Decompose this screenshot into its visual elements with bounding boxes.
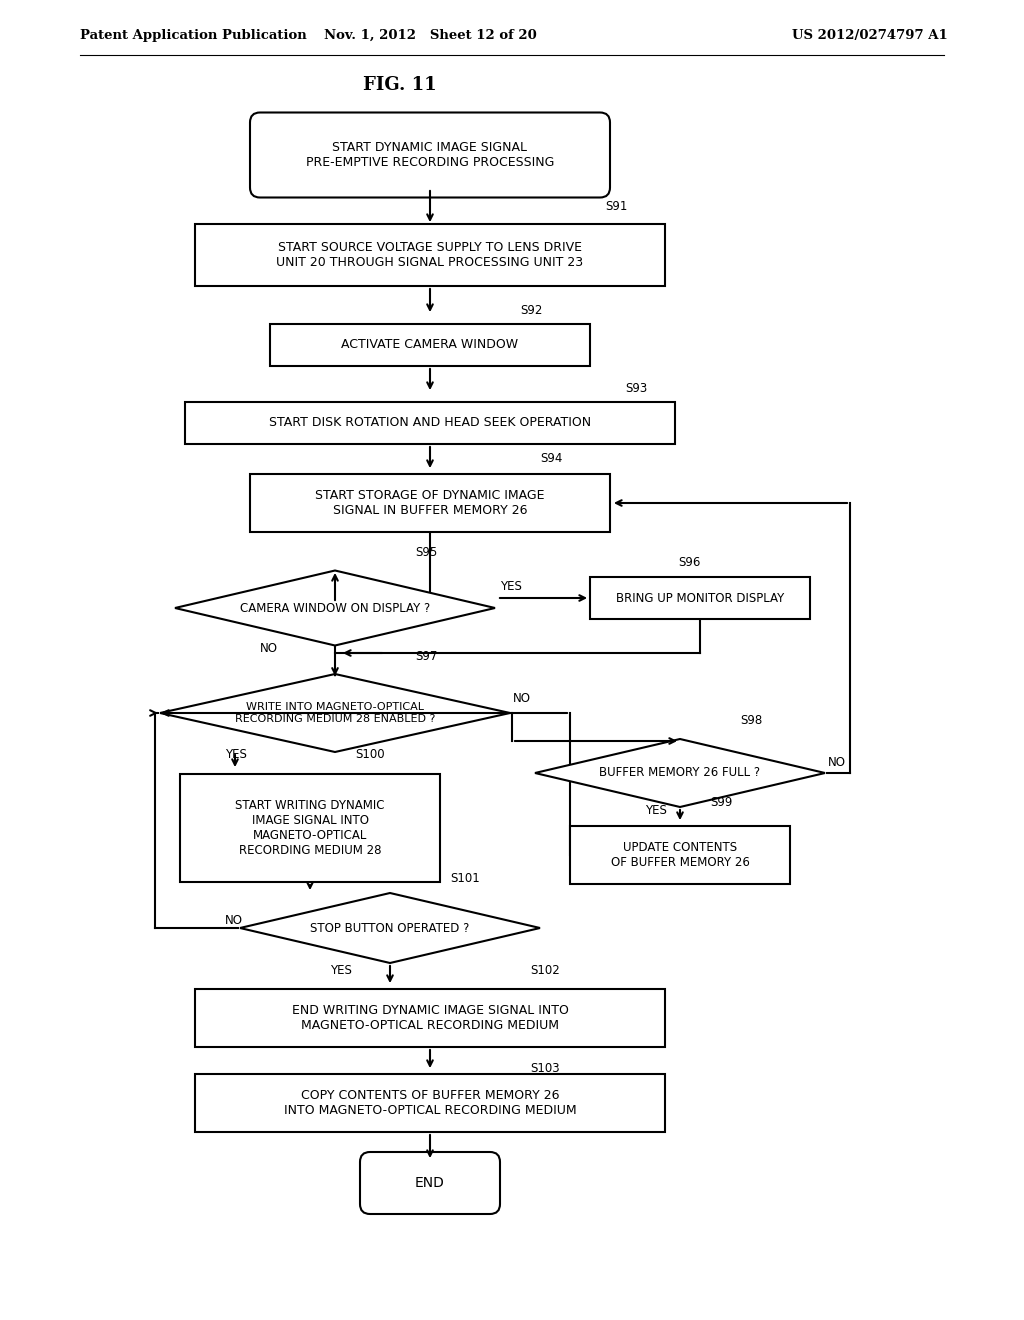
Text: WRITE INTO MAGNETO-OPTICAL
RECORDING MEDIUM 28 ENABLED ?: WRITE INTO MAGNETO-OPTICAL RECORDING MED… [234, 702, 435, 723]
Text: Nov. 1, 2012   Sheet 12 of 20: Nov. 1, 2012 Sheet 12 of 20 [324, 29, 537, 41]
Text: S94: S94 [540, 451, 562, 465]
Text: S93: S93 [625, 381, 647, 395]
Text: CAMERA WINDOW ON DISPLAY ?: CAMERA WINDOW ON DISPLAY ? [240, 602, 430, 615]
Text: S97: S97 [415, 649, 437, 663]
Bar [195, 224, 665, 286]
Text: ACTIVATE CAMERA WINDOW: ACTIVATE CAMERA WINDOW [341, 338, 518, 351]
Text: S95: S95 [415, 546, 437, 560]
Bar [270, 323, 590, 366]
Text: NO: NO [513, 692, 531, 705]
Text: S99: S99 [710, 796, 732, 809]
Text: START DISK ROTATION AND HEAD SEEK OPERATION: START DISK ROTATION AND HEAD SEEK OPERAT… [269, 417, 591, 429]
Text: NO: NO [828, 756, 846, 770]
Text: S91: S91 [605, 201, 628, 214]
Text: STOP BUTTON OPERATED ?: STOP BUTTON OPERATED ? [310, 921, 470, 935]
Bar [180, 774, 440, 882]
Text: Patent Application Publication: Patent Application Publication [80, 29, 307, 41]
Text: UPDATE CONTENTS
OF BUFFER MEMORY 26: UPDATE CONTENTS OF BUFFER MEMORY 26 [610, 841, 750, 869]
Polygon shape [535, 739, 825, 807]
FancyBboxPatch shape [360, 1152, 500, 1214]
Text: COPY CONTENTS OF BUFFER MEMORY 26
INTO MAGNETO-OPTICAL RECORDING MEDIUM: COPY CONTENTS OF BUFFER MEMORY 26 INTO M… [284, 1089, 577, 1117]
Bar [195, 1074, 665, 1133]
Text: YES: YES [225, 748, 247, 762]
Text: START WRITING DYNAMIC
IMAGE SIGNAL INTO
MAGNETO-OPTICAL
RECORDING MEDIUM 28: START WRITING DYNAMIC IMAGE SIGNAL INTO … [236, 799, 385, 857]
Text: S92: S92 [520, 304, 543, 317]
Text: NO: NO [260, 642, 278, 655]
Bar [590, 577, 810, 619]
Polygon shape [175, 570, 495, 645]
Text: END WRITING DYNAMIC IMAGE SIGNAL INTO
MAGNETO-OPTICAL RECORDING MEDIUM: END WRITING DYNAMIC IMAGE SIGNAL INTO MA… [292, 1005, 568, 1032]
Bar [250, 474, 610, 532]
Text: YES: YES [645, 804, 667, 817]
Text: YES: YES [330, 964, 352, 977]
Text: US 2012/0274797 A1: US 2012/0274797 A1 [793, 29, 948, 41]
Text: YES: YES [500, 579, 522, 593]
Text: S102: S102 [530, 964, 560, 977]
Text: START SOURCE VOLTAGE SUPPLY TO LENS DRIVE
UNIT 20 THROUGH SIGNAL PROCESSING UNIT: START SOURCE VOLTAGE SUPPLY TO LENS DRIV… [276, 242, 584, 269]
Text: S100: S100 [355, 748, 385, 762]
Text: S101: S101 [450, 871, 480, 884]
Bar [195, 989, 665, 1047]
Bar [570, 826, 790, 884]
Text: END: END [415, 1176, 445, 1191]
Text: FIG. 11: FIG. 11 [364, 77, 437, 94]
Text: S96: S96 [678, 557, 700, 569]
Bar [185, 403, 675, 444]
Text: START STORAGE OF DYNAMIC IMAGE
SIGNAL IN BUFFER MEMORY 26: START STORAGE OF DYNAMIC IMAGE SIGNAL IN… [315, 488, 545, 517]
FancyBboxPatch shape [250, 112, 610, 198]
Text: S98: S98 [740, 714, 762, 727]
Text: BUFFER MEMORY 26 FULL ?: BUFFER MEMORY 26 FULL ? [599, 767, 761, 780]
Text: S103: S103 [530, 1061, 560, 1074]
Text: START DYNAMIC IMAGE SIGNAL
PRE-EMPTIVE RECORDING PROCESSING: START DYNAMIC IMAGE SIGNAL PRE-EMPTIVE R… [306, 141, 554, 169]
Polygon shape [160, 675, 510, 752]
Text: BRING UP MONITOR DISPLAY: BRING UP MONITOR DISPLAY [615, 591, 784, 605]
Text: NO: NO [225, 913, 243, 927]
Polygon shape [240, 894, 540, 964]
